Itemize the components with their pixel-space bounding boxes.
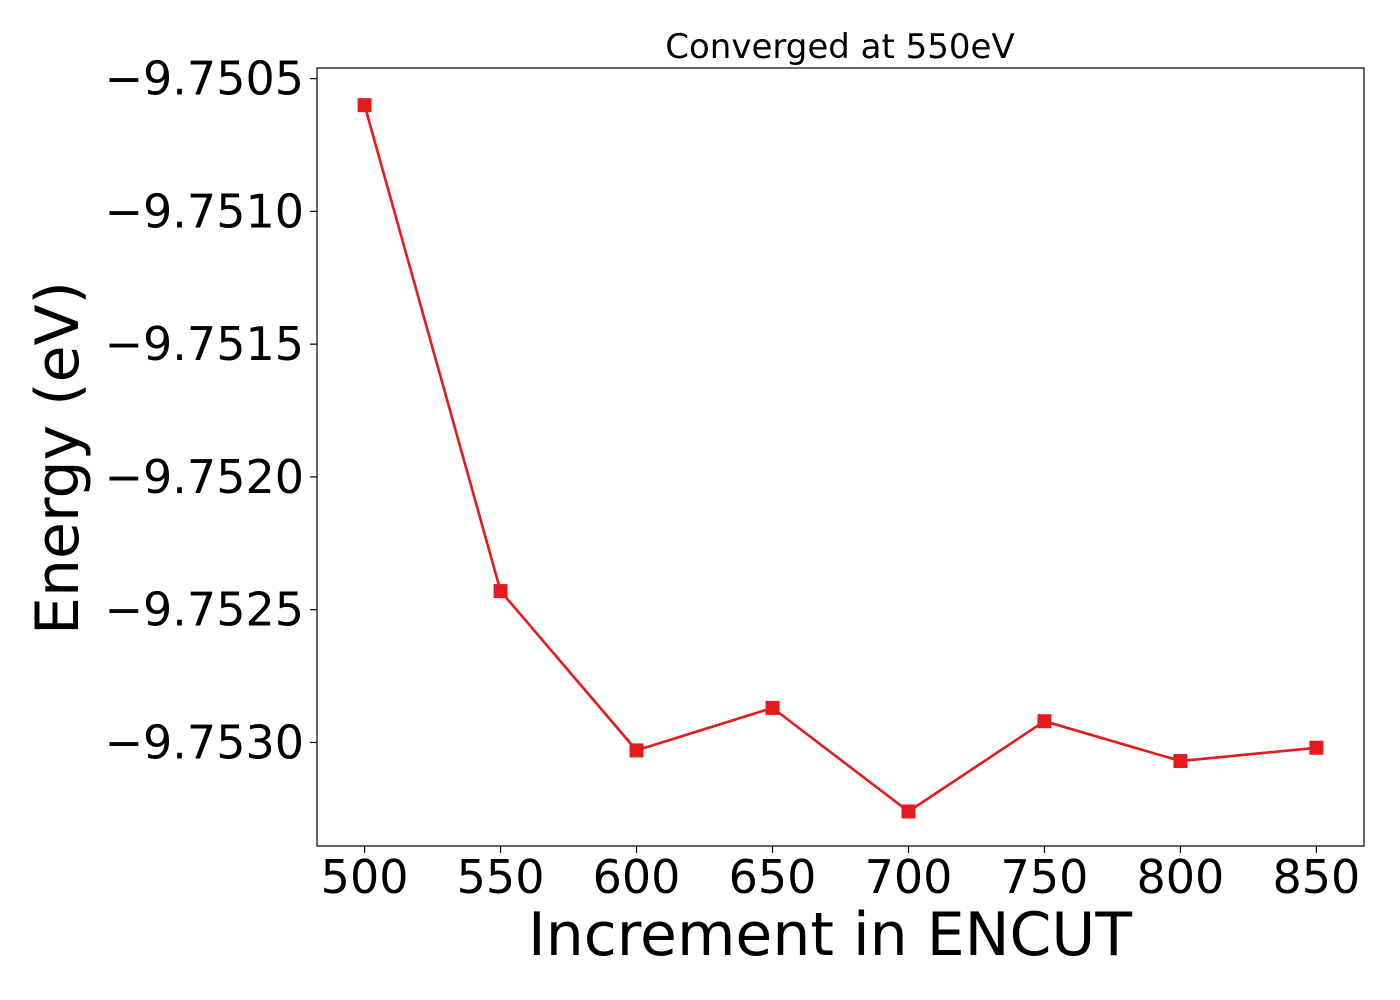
y-axis-label: Energy (eV) [23, 281, 93, 635]
x-tick-label: 600 [593, 850, 681, 904]
x-tick-label: 550 [457, 850, 545, 904]
x-tick-label: 800 [1137, 850, 1225, 904]
data-point-marker [357, 98, 372, 113]
y-tick-label: −9.7510 [105, 184, 305, 238]
data-point-marker [1173, 754, 1188, 769]
data-point-marker [1309, 740, 1324, 755]
x-tick-label: 700 [865, 850, 953, 904]
x-tick-label: 750 [1001, 850, 1089, 904]
x-axis-label: Increment in ENCUT [528, 900, 1132, 970]
y-tick-label: −9.7530 [105, 715, 305, 769]
data-point-marker [765, 700, 780, 715]
y-tick-label: −9.7515 [105, 317, 305, 371]
y-tick-label: −9.7520 [105, 450, 305, 504]
plot-frame [316, 67, 1365, 847]
y-tick-label: −9.7525 [105, 583, 305, 637]
x-tick-label: 650 [729, 850, 817, 904]
data-point-marker [901, 804, 916, 819]
x-axis: 500 550 600 650 700 750 800 850 [321, 846, 1361, 904]
x-tick-label: 850 [1273, 850, 1361, 904]
series-group [357, 98, 1324, 819]
y-axis: −9.7505 −9.7510 −9.7515 −9.7520 −9.7525 −9.75… [105, 52, 317, 769]
x-tick-label: 500 [321, 850, 409, 904]
data-point-marker [493, 584, 508, 599]
series-line [363, 104, 1317, 814]
data-point-marker [1037, 714, 1052, 729]
data-point-marker [629, 743, 644, 758]
y-tick-label: −9.7505 [105, 52, 305, 106]
chart-title: Converged at 550eV [665, 27, 1014, 67]
